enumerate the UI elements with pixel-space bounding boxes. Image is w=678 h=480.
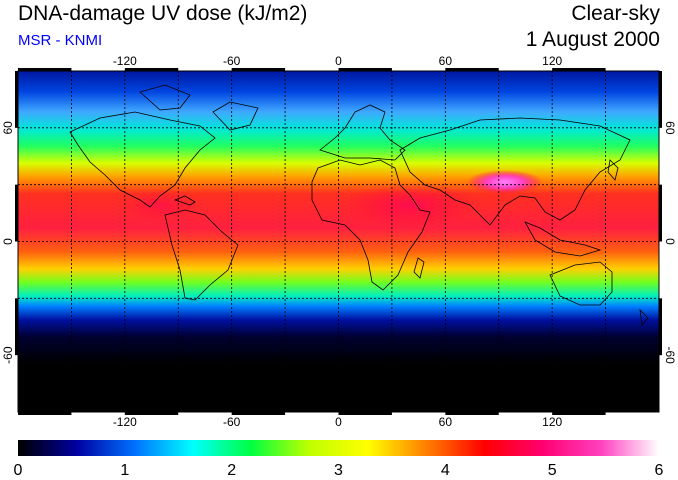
lat-tick-label-right: 0 xyxy=(663,238,677,245)
date-label: 1 August 2000 xyxy=(525,28,660,51)
colorbar-tick-label: 5 xyxy=(548,462,557,479)
lon-tick-label-bottom: -60 xyxy=(223,415,241,429)
source-label: MSR - KNMI xyxy=(18,32,103,49)
colorbar-tick-label: 6 xyxy=(655,462,664,479)
lat-tick-label-left: 0 xyxy=(1,238,15,245)
colorbar-tick-label: 2 xyxy=(227,462,236,479)
coastlines xyxy=(69,84,649,326)
lat-tick-label-right: 60 xyxy=(663,121,677,135)
lon-tick-label-top: -60 xyxy=(223,54,241,68)
lon-tick-label-bottom: 120 xyxy=(542,415,562,429)
sky-condition-label: Clear-sky xyxy=(571,2,660,25)
lon-tick-label-bottom: 60 xyxy=(439,415,453,429)
lat-tick-label-left: -60 xyxy=(1,346,15,364)
colorbar-tick-label: 3 xyxy=(334,462,343,479)
lat-tick-label-right: -60 xyxy=(663,346,677,364)
lon-tick-label-top: -120 xyxy=(113,54,137,68)
map-title: DNA-damage UV dose (kJ/m2) xyxy=(18,2,308,25)
lon-tick-label-top: 60 xyxy=(439,54,453,68)
lon-tick-label-top: 120 xyxy=(542,54,562,68)
colorbar-tick-label: 1 xyxy=(120,462,129,479)
colorbar-scale xyxy=(18,440,659,456)
colorbar-tick-label: 0 xyxy=(14,462,23,479)
lon-tick-label-bottom: 0 xyxy=(335,415,342,429)
lat-tick-label-left: 60 xyxy=(1,121,15,135)
frame-border-ticks xyxy=(15,68,662,415)
tibet-uv-maximum xyxy=(467,170,543,194)
graticule xyxy=(18,71,659,412)
colorbar-tick-label: 4 xyxy=(441,462,450,479)
lon-tick-label-bottom: -120 xyxy=(113,415,137,429)
lon-tick-label-top: 0 xyxy=(335,54,342,68)
